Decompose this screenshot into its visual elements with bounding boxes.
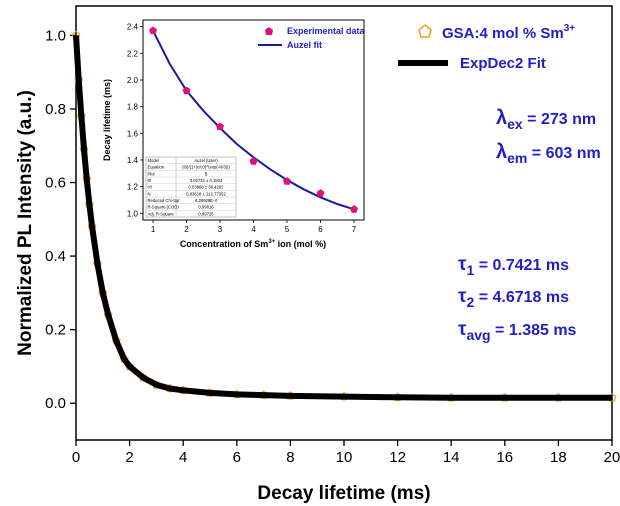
- tau-avg-annotation: τavg = 1.385 ms: [458, 319, 577, 343]
- stats-table-key: c0: [148, 185, 153, 190]
- inset-x-tick-label: 7: [352, 225, 357, 234]
- stats-table-value: 3.02732 ± 0.1503: [190, 178, 223, 183]
- y-tick-label: 0.8: [45, 101, 66, 118]
- inset-legend-experimental: Experimental data: [287, 26, 366, 36]
- inset-data-point: [316, 189, 325, 197]
- inset-x-tick-label: 2: [184, 225, 189, 234]
- stats-table-value: Auzel (User): [194, 158, 218, 163]
- x-tick-label: 6: [233, 449, 241, 466]
- inset-data-point: [249, 157, 258, 165]
- stats-table-value: (t0)/(1+(c/c0)^(exp(-N/3))): [182, 165, 230, 170]
- annotations: λex = 273 nm λem = 603 nm τ1 = 0.7421 ms…: [458, 107, 601, 343]
- inset-data-point: [350, 205, 358, 213]
- inset-x-tick-label: 4: [251, 225, 256, 234]
- inset-y-tick-label: 1.8: [127, 103, 139, 112]
- inset-background: [99, 14, 372, 254]
- inset-data-point: [149, 26, 157, 35]
- inset-data-point: [182, 86, 191, 95]
- legend-experimental-label: GSA:4 mol % Sm3+: [442, 23, 575, 42]
- stats-table-key: Adj. R-Square: [148, 211, 175, 216]
- y-tick-label: 0.4: [45, 248, 66, 265]
- main-ticks: 0 2 4 6 8 10 12 14 16 18 200.00.20.40.60.81.0: [45, 27, 620, 466]
- inset-series: [149, 26, 358, 213]
- inset-legend-pentagon: [265, 27, 273, 35]
- inset-x-tick-label: 6: [318, 225, 323, 234]
- inset-x-tick-label: 3: [218, 225, 223, 234]
- x-tick-label: 10: [336, 449, 353, 466]
- stats-table-key: N: [148, 191, 151, 196]
- x-tick-label: 14: [443, 449, 460, 466]
- inset-chart: 1 2 3 4 5 6 7 1.0 1.2 1.4 1.6 1.8 2.0 2.2 2.4 Experime…: [99, 14, 372, 254]
- inset-y-tick-label: 1.2: [127, 183, 139, 192]
- inset-legend: Experimental data Auzel fit: [258, 26, 366, 50]
- x-tick-label: 16: [496, 449, 513, 466]
- inset-data-point: [283, 177, 291, 185]
- main-legend: GSA:4 mol % Sm3+ ExpDec2 Fit: [398, 23, 575, 72]
- y-tick-label: 1.0: [45, 27, 66, 44]
- stats-table-key: Reduced Chi-Sqr: [148, 198, 181, 203]
- y-tick-label: 0.2: [45, 322, 66, 339]
- x-tick-label: 4: [179, 449, 187, 466]
- stats-table-key: R-Square (COD): [148, 205, 180, 210]
- lambda-ex-annotation: λex = 273 nm: [496, 107, 596, 132]
- x-axis-label: Decay lifetime (ms): [257, 483, 430, 504]
- x-tick-label: 2: [125, 449, 133, 466]
- inset-x-axis-label: Concentration of Sm3+ ion (mol %): [180, 239, 326, 249]
- fit-line: [73, 35, 612, 401]
- main-series: [71, 30, 617, 402]
- inset-legend-fit: Auzel fit: [287, 40, 322, 50]
- stats-table-value: B: [205, 171, 208, 176]
- inset-ticks: 1 2 3 4 5 6 7 1.0 1.2 1.4 1.6 1.8 2.0 2.2 2.4: [127, 23, 357, 234]
- tau1-annotation: τ1 = 0.7421 ms: [458, 254, 569, 278]
- inset-y-tick-label: 2.2: [127, 49, 139, 58]
- y-tick-label: 0.0: [45, 395, 66, 412]
- stats-table-frame: [145, 156, 237, 218]
- inset-stats-table: Model Auzel (User) Equation (t0)/(1+(c/c0)^…: [145, 156, 237, 218]
- stats-table-value: 6.28928E-4: [195, 198, 217, 203]
- inset-y-axis-label: Decay lifetime (ms): [102, 79, 112, 161]
- inset-y-tick-label: 1.6: [127, 129, 139, 138]
- inset-data-point: [216, 122, 224, 131]
- inset-y-tick-label: 1.4: [127, 156, 139, 165]
- x-tick-label: 20: [604, 449, 620, 466]
- stats-table-key: t0: [148, 178, 152, 183]
- inset-x-tick-label: 1: [151, 225, 156, 234]
- stats-table-key: Plot: [148, 171, 156, 176]
- legend-pentagon-marker: [418, 24, 432, 38]
- x-tick-label: 0: [72, 449, 80, 466]
- stats-table-value: 0.53968 ± 38.4282: [189, 185, 225, 190]
- stats-table-key: Model: [148, 158, 159, 163]
- x-tick-label: 12: [389, 449, 406, 466]
- x-tick-label: 8: [286, 449, 294, 466]
- lambda-em-annotation: λem = 603 nm: [496, 141, 601, 166]
- y-axis-label: Normalized PL Intensity (a.u.): [15, 90, 36, 356]
- legend-fit-label: ExpDec2 Fit: [460, 55, 546, 72]
- tau2-annotation: τ2 = 4.6718 ms: [458, 286, 569, 310]
- stats-table-value: 0.99725: [198, 211, 214, 216]
- y-tick-label: 0.6: [45, 175, 66, 192]
- stats-table-value: 0.99816: [198, 205, 214, 210]
- x-tick-label: 18: [550, 449, 567, 466]
- inset-x-tick-label: 5: [285, 225, 290, 234]
- stats-table-key: Equation: [148, 165, 165, 170]
- stats-table-value: 5.83618 ± 212.77352: [186, 191, 226, 196]
- inset-y-tick-label: 2.4: [127, 23, 139, 32]
- inset-y-tick-label: 1.0: [127, 209, 139, 218]
- inset-y-tick-label: 2.0: [127, 76, 139, 85]
